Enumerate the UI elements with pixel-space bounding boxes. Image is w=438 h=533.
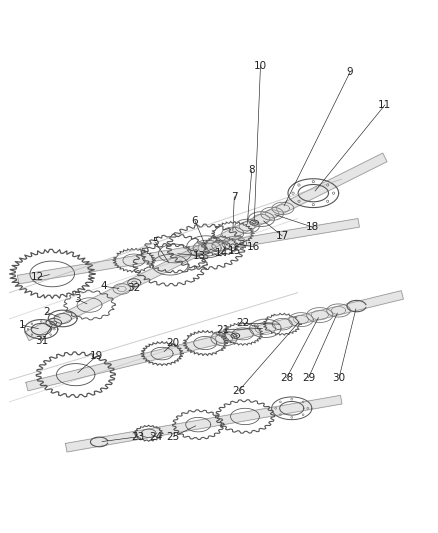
Text: 7: 7 [231, 192, 237, 201]
Text: 12: 12 [31, 272, 44, 282]
Text: 3: 3 [74, 294, 81, 304]
Text: 15: 15 [228, 246, 241, 256]
Text: 30: 30 [332, 373, 346, 383]
Polygon shape [18, 219, 360, 284]
Text: 23: 23 [131, 432, 145, 442]
Text: 14: 14 [215, 248, 228, 259]
Text: 22: 22 [237, 318, 250, 328]
Text: 16: 16 [247, 242, 261, 252]
Polygon shape [26, 290, 403, 391]
Text: 2: 2 [43, 308, 50, 317]
Polygon shape [65, 395, 342, 452]
Polygon shape [25, 153, 387, 341]
Text: 17: 17 [276, 231, 289, 241]
Text: 21: 21 [217, 325, 230, 335]
Text: 9: 9 [346, 67, 353, 77]
Text: 6: 6 [192, 216, 198, 225]
Text: 18: 18 [306, 222, 319, 232]
Text: 24: 24 [149, 432, 162, 442]
Text: 25: 25 [166, 432, 180, 442]
Text: 31: 31 [35, 336, 49, 346]
Text: 26: 26 [232, 386, 245, 396]
Text: 20: 20 [166, 338, 180, 348]
Text: 29: 29 [302, 373, 315, 383]
Text: 10: 10 [254, 61, 267, 71]
Text: 32: 32 [127, 284, 141, 293]
Text: 4: 4 [100, 281, 106, 291]
Text: 8: 8 [248, 165, 255, 175]
Text: 5: 5 [152, 238, 159, 247]
Text: 1: 1 [19, 320, 26, 330]
Text: 19: 19 [90, 351, 103, 361]
Text: 11: 11 [378, 100, 392, 110]
Text: 13: 13 [193, 251, 206, 261]
Text: 28: 28 [280, 373, 293, 383]
